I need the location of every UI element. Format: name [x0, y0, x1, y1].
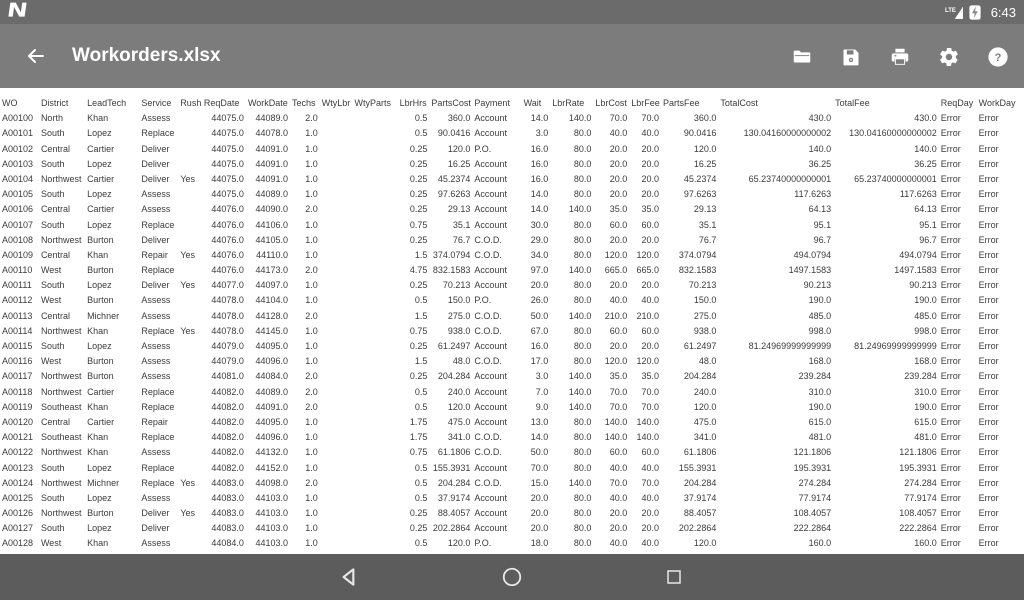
svg-text:LTE: LTE: [945, 8, 956, 14]
svg-text:?: ?: [995, 52, 1002, 64]
